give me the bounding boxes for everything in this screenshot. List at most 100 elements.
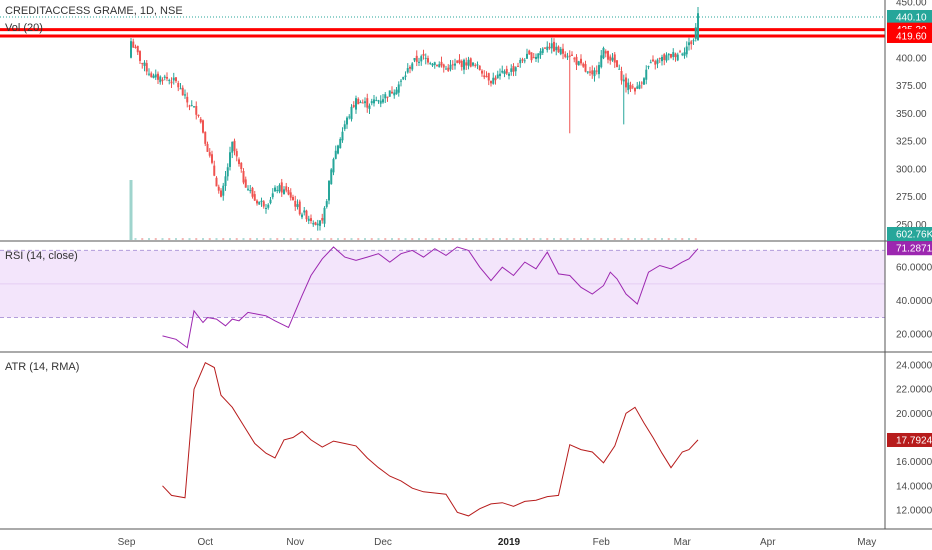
candle-body [368, 105, 371, 109]
candle-body [573, 58, 576, 60]
candle-body [289, 192, 292, 198]
candle-body [631, 86, 634, 88]
candle-body [649, 62, 652, 64]
candle-body [332, 159, 335, 173]
volume-bar [316, 238, 319, 240]
time-axis[interactable]: Sep Oct Nov Dec 2019 Feb Mar Apr May [118, 537, 877, 548]
resistance-lines[interactable] [0, 28, 885, 38]
candle-body [672, 52, 675, 57]
candle-body [422, 53, 425, 56]
candle-body [661, 56, 663, 62]
candle-body [577, 61, 580, 66]
candle-body [550, 43, 553, 49]
volume-bar [593, 238, 596, 240]
candle-body [292, 196, 294, 201]
volume-bar [451, 238, 454, 240]
volume-bar [357, 238, 360, 240]
candle-body [274, 187, 276, 192]
candle-body [170, 81, 173, 84]
candle-body [584, 64, 587, 72]
candle-body [458, 59, 461, 63]
candle-body [546, 46, 549, 51]
candle-body [145, 63, 148, 72]
rsi-line[interactable] [162, 246, 699, 349]
candle-body [220, 190, 222, 197]
candle-body [330, 169, 333, 185]
volume-title: Vol (20) [5, 22, 43, 34]
candle-body [406, 68, 409, 73]
candle-body [357, 98, 360, 105]
candle-body [620, 70, 623, 81]
main-pane-background [0, 0, 885, 241]
candle-body [539, 51, 542, 56]
candle-body [445, 68, 447, 70]
candle-body [514, 67, 517, 72]
volume-bar [289, 238, 292, 240]
volume-bar [438, 238, 441, 240]
candle-body [688, 42, 690, 46]
volume-bar [539, 238, 542, 240]
candle-body [188, 105, 191, 107]
candle-body [319, 220, 321, 226]
candle-body [334, 150, 337, 159]
candle-body [314, 222, 317, 225]
candle-body [499, 73, 501, 77]
rsi-value-axis[interactable]: 60.0000 40.0000 20.0000 [896, 263, 932, 341]
candle-body [154, 74, 157, 78]
candle-body [613, 54, 616, 63]
candle-body [694, 27, 697, 39]
candle-body [564, 54, 567, 57]
candle-body [346, 117, 348, 125]
atr-tick-label: 20.0000 [896, 409, 932, 420]
candle-body [600, 55, 603, 68]
candle-body [438, 64, 441, 68]
candle-body [148, 73, 150, 75]
candle-body [395, 89, 398, 95]
candle-body [418, 61, 420, 63]
candle-body [476, 64, 479, 66]
candle-body [184, 94, 186, 96]
candle-body [411, 63, 414, 70]
volume-bar [640, 238, 643, 240]
candle-body [490, 81, 492, 84]
candle-body [352, 105, 355, 107]
candle-body [190, 105, 193, 107]
candlestick-series[interactable] [130, 7, 699, 231]
candle-body [386, 96, 389, 98]
candle-body [530, 52, 533, 61]
candle-body [433, 62, 436, 65]
candle-body [697, 13, 699, 40]
candle-body [384, 94, 387, 99]
candle-body [211, 154, 213, 163]
candle-body [301, 214, 303, 218]
volume-bar [654, 238, 657, 240]
candle-body [285, 186, 288, 191]
candle-body [429, 63, 432, 65]
candle-body [487, 73, 490, 81]
candle-body [611, 57, 614, 61]
candle-body [316, 223, 319, 226]
candle-body [130, 41, 132, 58]
volume-bar [661, 238, 663, 240]
candle-body [685, 46, 688, 55]
candle-body [175, 77, 177, 82]
candle-body [222, 185, 225, 196]
atr-line[interactable] [162, 362, 699, 517]
candle-body [640, 82, 643, 84]
candle-body [505, 68, 508, 74]
candle-body [404, 75, 407, 77]
candle-body [676, 54, 679, 61]
volume-bar [627, 238, 630, 240]
volume-bar [181, 238, 184, 240]
atr-tick-label: 14.0000 [896, 481, 932, 492]
candle-body [586, 71, 589, 73]
time-tick-label: Sep [118, 537, 136, 548]
volume-bar [546, 238, 549, 240]
atr-tick-label: 12.0000 [896, 505, 932, 516]
rsi-value-tag-bg [887, 241, 932, 256]
volume-bar [235, 238, 238, 240]
candle-body [366, 98, 369, 108]
candle-body [364, 101, 366, 104]
candle-body [555, 46, 558, 51]
